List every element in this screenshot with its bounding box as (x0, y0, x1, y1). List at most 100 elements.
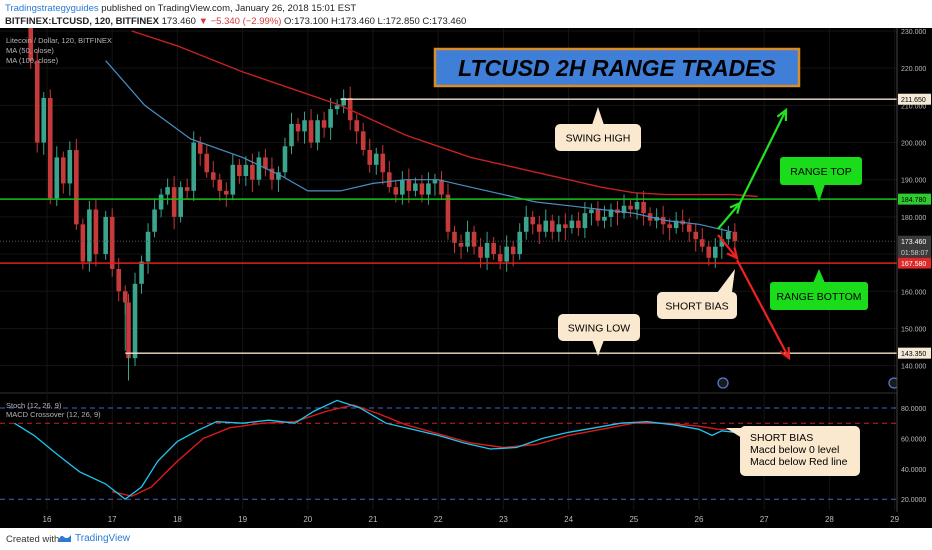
arrow-to-range-bottom-shaft (717, 234, 738, 259)
publish-line: Tradingstrategyguides published on Tradi… (5, 3, 356, 14)
candle-body (504, 246, 509, 262)
candle-body (295, 123, 301, 132)
candle-body (204, 153, 210, 173)
candle-body (367, 149, 373, 165)
candle-body (439, 179, 444, 195)
tradingview-brand[interactable]: TradingView (58, 533, 130, 544)
candle-body (334, 105, 340, 110)
grid (0, 28, 932, 510)
candle-body (419, 183, 425, 195)
range-top-price-badge-bg (898, 193, 931, 205)
candle-body (276, 172, 281, 180)
candle-body (165, 187, 170, 195)
price-change: ▼ −5.340 (−2.99%) (198, 16, 282, 27)
candle-body (510, 246, 516, 255)
swing-high-callout-pointer (592, 107, 604, 125)
candle-body (373, 153, 379, 165)
author-link[interactable]: Tradingstrategyguides (5, 3, 99, 14)
price-tick-label: 200.000 (901, 141, 926, 148)
indicator-legend-item: MACD Crossover (12, 26, 9) (6, 410, 101, 419)
candle-body (122, 291, 128, 303)
range-top-label: RANGE TOP (780, 157, 862, 202)
range-top-label-pointer (813, 184, 825, 202)
candle-body (158, 194, 164, 210)
macd-callout-line: Macd below 0 level (750, 444, 839, 456)
candle-body (197, 142, 203, 154)
time-tick-label: 28 (825, 515, 834, 524)
range-bottom-label: RANGE BOTTOM (770, 269, 868, 310)
range-bottom-price-badge-bg (898, 257, 931, 269)
candle-body (550, 220, 555, 232)
candle-body (426, 183, 431, 195)
macd-callout-line: Macd below Red line (750, 456, 848, 468)
candle-body (686, 224, 692, 232)
candle-body (589, 209, 594, 214)
swing-low-callout-pointer (592, 340, 604, 356)
time-tick-label: 29 (890, 515, 899, 524)
candle-body (400, 179, 405, 195)
candle-body (178, 187, 183, 217)
candle-body (602, 216, 607, 221)
countdown-badge: 01:58:07 (901, 250, 928, 257)
arrow-breakout-up-head (776, 107, 788, 122)
range-top-price-badge: 184.780 (901, 197, 926, 204)
candle-body (224, 190, 229, 195)
candle-body (250, 164, 255, 180)
candle-body (667, 224, 672, 229)
candle-body (217, 179, 223, 191)
price-legend-item: Litecoin / Dollar, 120, BITFINEX (6, 36, 112, 45)
axis-background (897, 28, 932, 528)
price-tick-label: 150.000 (901, 326, 926, 333)
time-tick-label: 25 (629, 515, 638, 524)
candle-body (706, 246, 712, 258)
range-bottom-price-badge: 167.580 (901, 261, 926, 268)
candle-body (673, 220, 679, 229)
candle-body (699, 239, 705, 247)
candle-body (139, 261, 144, 284)
candle-body (543, 220, 549, 232)
candle-body (634, 202, 640, 210)
indicator-tick-label: 80.0000 (901, 406, 926, 413)
arrow-breakdown-shaft (736, 259, 790, 359)
price-tick-label: 160.000 (901, 289, 926, 296)
price-tick-label: 190.000 (901, 178, 926, 185)
short-bias-callout-box (657, 292, 737, 319)
chart-title: LTCUSD 2H RANGE TRADES (458, 55, 776, 81)
time-tick-label: 21 (369, 515, 378, 524)
arrow-breakout-up (739, 107, 788, 204)
tradingview-logo-icon (59, 535, 71, 543)
candle-body (523, 216, 529, 232)
created-with-text: Created with (6, 534, 60, 545)
candle-body (210, 172, 216, 180)
candle-body (445, 194, 451, 232)
symbol-label[interactable]: BITFINEX:LTCUSD, 120, BITFINEX (5, 16, 159, 27)
macd-line (14, 399, 735, 501)
candle-body (321, 120, 327, 128)
candle-body (497, 254, 503, 262)
candle-body (171, 187, 177, 217)
trading-chart[interactable]: Stoch (12, 26, 9)MACD Crossover (12, 26,… (0, 28, 932, 528)
short-bias-callout: SHORT BIAS (657, 269, 737, 319)
candle-body (315, 120, 320, 143)
arrow-breakdown-head (779, 346, 791, 361)
candle-body (693, 231, 699, 240)
title-banner (433, 47, 801, 88)
arrow-to-range-top-shaft (717, 202, 741, 230)
indicator-legend-item: Stoch (12, 26, 9) (6, 401, 62, 410)
tradingview-name: TradingView (75, 533, 131, 544)
candle-body (471, 231, 477, 247)
candle-body (289, 123, 294, 147)
candle-body (282, 146, 288, 173)
candle-body (103, 216, 108, 255)
candle-body (28, 28, 33, 61)
time-tick-label: 18 (173, 515, 182, 524)
range-top-label-box (780, 157, 862, 185)
published-text: published on TradingView.com, January 26… (101, 3, 357, 14)
candle-body (478, 246, 483, 258)
arrow-breakdown (736, 259, 791, 361)
candle-body (719, 239, 725, 247)
candle-body (328, 109, 333, 128)
candle-body (308, 120, 314, 143)
